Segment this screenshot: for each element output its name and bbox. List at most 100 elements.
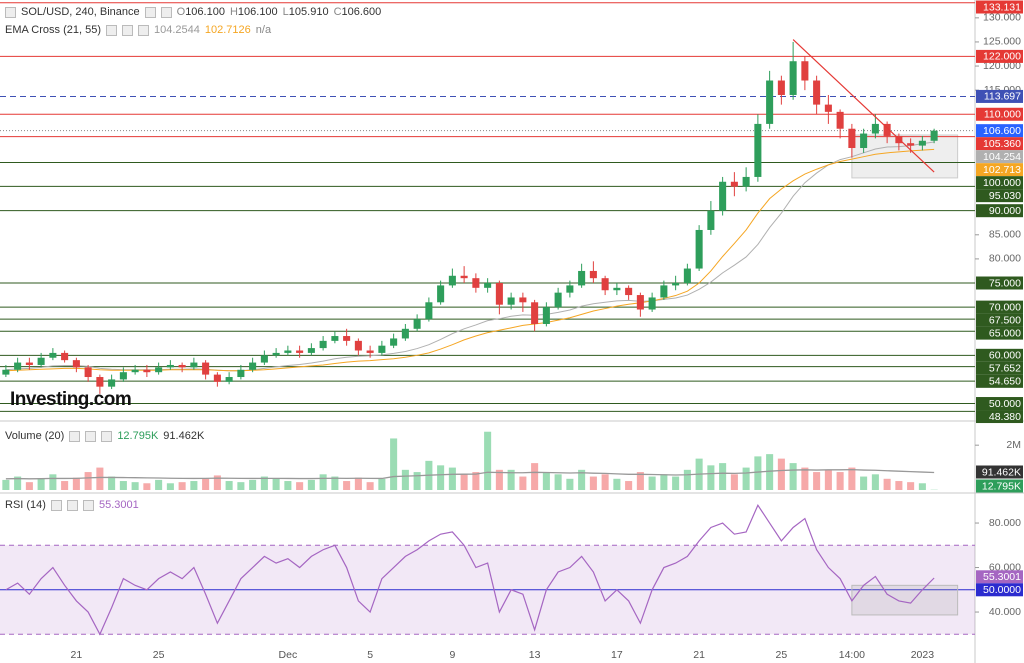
candle-body <box>249 362 257 370</box>
volume-bar <box>660 474 668 490</box>
volume-bar <box>648 476 656 490</box>
candle-body <box>472 278 480 288</box>
icon[interactable] <box>50 499 62 511</box>
icon[interactable] <box>144 6 156 18</box>
icon[interactable] <box>82 499 94 511</box>
range-box <box>851 134 959 179</box>
icon[interactable] <box>121 24 133 36</box>
volume-bar <box>213 475 221 490</box>
volume-bar <box>742 467 750 490</box>
x-tick-label: 21 <box>693 649 705 661</box>
volume-legend: Volume (20) 12.795K 91.462K <box>2 430 208 442</box>
indicator-value: 102.7126 <box>204 24 251 36</box>
ohlc-value: 105.910 <box>288 6 329 18</box>
level-label: 70.000 <box>989 301 1021 313</box>
candle-body <box>860 133 868 149</box>
candle-body <box>108 379 116 387</box>
candle-body <box>272 352 280 356</box>
volume-bar <box>789 463 797 490</box>
indicator-name: EMA Cross (21, 55) <box>5 24 101 36</box>
volume-bar <box>730 474 738 490</box>
candle-body <box>495 283 503 305</box>
volume-bar <box>578 469 586 490</box>
level-label: 113.697 <box>984 91 1021 103</box>
volume-bar <box>237 482 245 490</box>
candle-body <box>343 336 351 341</box>
candle-body <box>636 295 644 310</box>
candle-body <box>61 352 69 361</box>
candle-body <box>707 210 715 230</box>
icon[interactable] <box>160 6 172 18</box>
volume-bar <box>143 483 151 490</box>
volume-bar <box>907 482 915 490</box>
volume-bar <box>272 478 280 490</box>
y-tick-label: 40.000 <box>989 606 1021 618</box>
level-label: 110.000 <box>984 109 1021 121</box>
range-box <box>851 584 959 616</box>
icon[interactable] <box>105 24 117 36</box>
volume-bar <box>319 474 327 490</box>
ohlc-label: L <box>282 6 289 18</box>
volume-ma-value: 91.462K <box>163 430 205 442</box>
level-label-bg <box>976 204 1023 218</box>
volume-bar <box>589 476 597 490</box>
ema-label: 104.254 <box>983 151 1021 163</box>
candle-body <box>225 377 233 382</box>
candle-body <box>237 369 245 378</box>
volume-bar <box>260 476 268 490</box>
x-tick-label: 17 <box>611 649 623 661</box>
level-label-bg <box>976 361 1023 375</box>
level-label-bg <box>976 176 1023 190</box>
candle-body <box>366 350 374 353</box>
volume-bar <box>484 431 492 490</box>
volume-bar <box>754 456 762 490</box>
candle-body <box>625 287 633 296</box>
candle-body <box>49 352 57 358</box>
volume-bar <box>871 474 879 490</box>
icon[interactable] <box>69 430 81 442</box>
level-label-bg <box>976 137 1023 151</box>
level-label: 100.000 <box>983 177 1021 189</box>
icon[interactable] <box>85 430 97 442</box>
volume-bar <box>636 472 644 490</box>
candle-body <box>719 181 727 211</box>
candle-body <box>448 275 456 286</box>
volume-bar <box>437 465 445 490</box>
candle-body <box>648 297 656 310</box>
icon[interactable] <box>66 499 78 511</box>
level-label-bg <box>976 300 1023 314</box>
candle-body <box>14 362 22 370</box>
icon[interactable] <box>137 24 149 36</box>
candle-body <box>413 319 421 329</box>
volume-bar <box>307 479 315 490</box>
candle-body <box>871 123 879 134</box>
volume-value: 12.795K <box>117 430 159 442</box>
volume-bar <box>719 463 727 490</box>
volume-bar <box>824 469 832 490</box>
candle-body <box>789 61 797 95</box>
volume-bar <box>472 472 480 490</box>
icon <box>5 6 16 18</box>
volume-bar <box>566 478 574 490</box>
level-label-bg <box>976 326 1023 340</box>
icon[interactable] <box>101 430 113 442</box>
volume-bar <box>836 472 844 490</box>
volume-bar <box>155 479 163 490</box>
volume-bar <box>202 478 210 490</box>
candle-body <box>836 111 844 129</box>
price-legend: SOL/USD, 240, Binance O106.100 H106.100 … <box>2 6 385 18</box>
trendline <box>792 39 935 173</box>
volume-bar <box>883 478 891 490</box>
volume-bar <box>366 482 374 490</box>
candle-body <box>824 104 832 112</box>
volume-bar <box>613 478 621 490</box>
level-label: 60.000 <box>989 350 1021 362</box>
candle-body <box>284 350 292 353</box>
candle-body <box>907 143 915 146</box>
level-label-bg <box>976 313 1023 327</box>
candle-body <box>777 80 785 95</box>
volume-bar <box>343 481 351 490</box>
ohlc-label: C <box>333 6 342 18</box>
ohlc-label: O <box>176 6 186 18</box>
